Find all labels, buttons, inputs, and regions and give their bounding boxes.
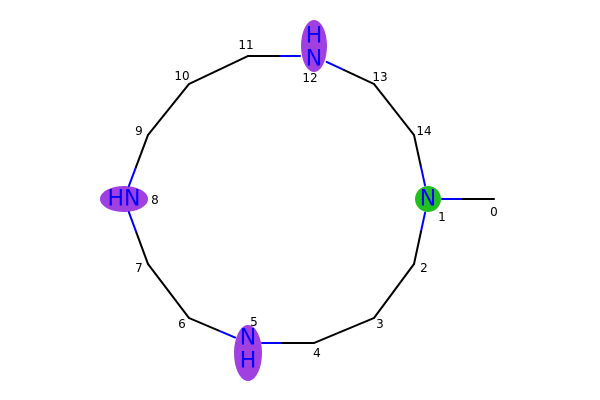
highlight-atom-8 xyxy=(100,186,148,212)
atom-index-6: 6 xyxy=(178,317,186,331)
svg-text:N: N xyxy=(306,47,322,72)
atom-index-10: 10 xyxy=(174,69,189,83)
bond-7-8 xyxy=(127,211,149,265)
atom-index-11: 11 xyxy=(238,38,253,52)
bond-2-3 xyxy=(373,263,415,319)
atom-index-1: 1 xyxy=(438,210,446,224)
svg-text:HN: HN xyxy=(108,187,141,212)
atom-index-9: 9 xyxy=(135,124,143,138)
atom-index-13: 13 xyxy=(372,70,387,84)
bond-5-6 xyxy=(188,317,237,339)
atom-index-5: 5 xyxy=(250,315,258,329)
svg-text:H: H xyxy=(306,24,323,49)
atom-label-8: HN xyxy=(108,187,141,212)
atom-index-14: 14 xyxy=(416,124,431,138)
atom-index-7: 7 xyxy=(135,261,143,275)
highlight-atom-5 xyxy=(234,325,262,381)
atom-label-1: N xyxy=(420,187,436,212)
highlight-atom-12 xyxy=(301,20,327,72)
bond-10-11 xyxy=(188,55,249,85)
bond-14-1 xyxy=(413,134,427,187)
svg-text:H: H xyxy=(240,349,257,374)
bond-8-9 xyxy=(127,134,149,187)
atom-index-12: 12 xyxy=(302,71,317,85)
atom-label-12: HN xyxy=(306,24,323,72)
atom-label-5: NH xyxy=(240,326,257,374)
bond-13-14 xyxy=(373,83,415,136)
atom-index-3: 3 xyxy=(376,317,384,331)
bond-6-7 xyxy=(147,263,190,319)
atom-index-2: 2 xyxy=(420,261,428,275)
bond-1-2 xyxy=(413,211,427,265)
bond-3-4 xyxy=(313,317,375,344)
atom-highlights xyxy=(100,20,441,381)
atom-index-0: 0 xyxy=(490,205,498,219)
bonds xyxy=(127,55,495,344)
highlight-atom-1 xyxy=(415,186,441,212)
svg-text:N: N xyxy=(420,187,436,212)
atom-index-4: 4 xyxy=(313,346,321,360)
svg-text:N: N xyxy=(240,326,256,351)
atom-index-8: 8 xyxy=(151,193,159,207)
bond-9-10 xyxy=(147,83,190,136)
bond-12-13 xyxy=(325,60,375,85)
